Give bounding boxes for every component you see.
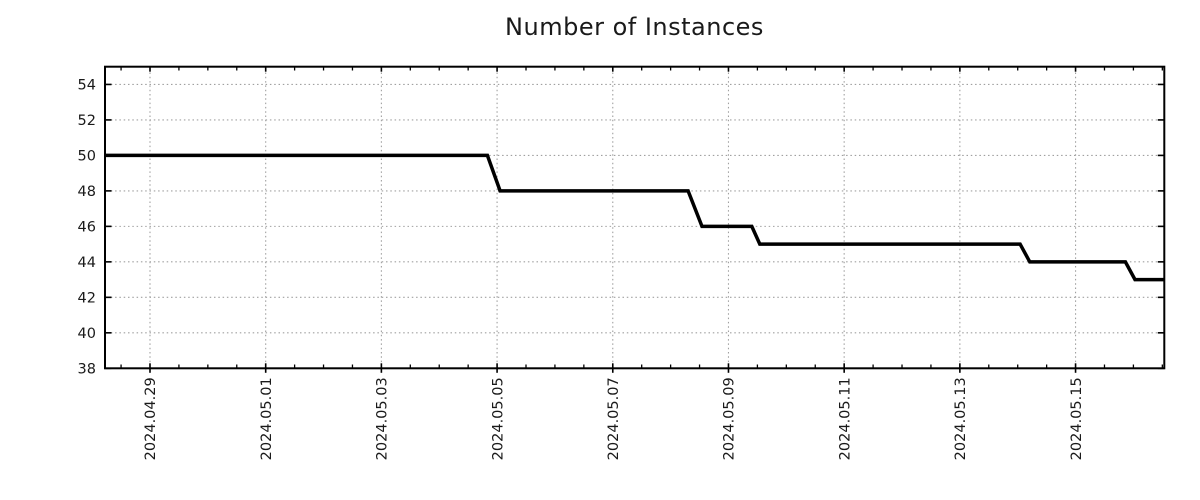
y-tick-label: 42 — [78, 291, 96, 307]
x-tick-label: 2024.05.13 — [953, 377, 969, 460]
x-tick-label: 2024.05.11 — [837, 377, 853, 460]
y-tick-label: 40 — [78, 326, 96, 342]
x-tick-label: 2024.05.15 — [1069, 377, 1085, 460]
x-tick-label: 2024.05.05 — [490, 377, 506, 460]
y-tick-label: 38 — [78, 362, 96, 378]
x-tick-label: 2024.04.29 — [143, 377, 159, 460]
series-line — [105, 153, 1165, 282]
x-tick-label: 2024.05.03 — [375, 377, 391, 460]
y-tick-label: 50 — [78, 149, 96, 165]
y-tick-label: 48 — [78, 184, 96, 200]
y-tick-label: 44 — [78, 255, 96, 271]
y-tick-label: 52 — [78, 113, 96, 129]
x-tick-labels: 2024.04.29 2024.05.01 2024.05.03 2024.05.05… — [143, 377, 1085, 460]
y-tick-labels: 38 40 42 44 46 48 50 52 54 — [78, 78, 96, 378]
x-tick-label: 2024.05.07 — [606, 377, 622, 460]
plot-border — [104, 65, 1166, 370]
chart-title: Number of Instances — [505, 13, 764, 41]
grid-lines — [106, 68, 1163, 367]
x-tick-label: 2024.05.09 — [722, 377, 738, 460]
y-tick-label: 54 — [78, 78, 96, 94]
x-tick-label: 2024.05.01 — [259, 377, 275, 460]
y-tick-label: 46 — [78, 220, 96, 236]
axis-ticks — [105, 66, 1165, 373]
